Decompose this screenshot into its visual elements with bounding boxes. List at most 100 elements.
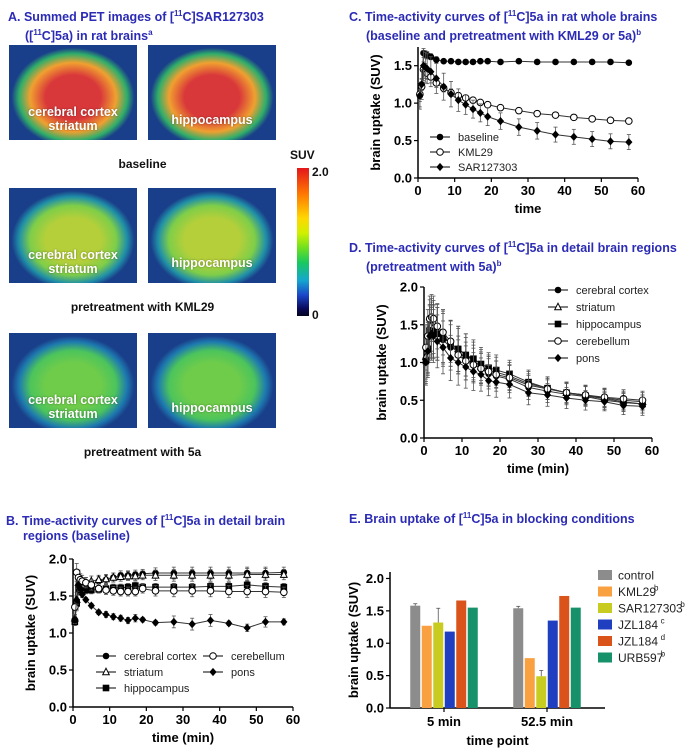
legend-sup: b — [654, 584, 659, 593]
data-point-pons — [87, 601, 95, 610]
data-point-pons — [170, 617, 178, 626]
pet-label-line: striatum — [48, 407, 98, 421]
legend-marker — [436, 162, 444, 172]
x-tick-label: 50 — [249, 712, 263, 727]
data-point-pons — [151, 618, 160, 627]
data-point-kml29 — [606, 116, 615, 125]
legend-label: cerebral cortex — [124, 651, 197, 663]
data-point-striatum — [224, 570, 233, 579]
data-point-cerebellum — [138, 584, 147, 593]
data-point-hippocampus — [132, 582, 139, 589]
data-point-sar127303 — [469, 105, 477, 114]
data-point-baseline — [515, 57, 523, 65]
data-point-pons — [71, 615, 79, 624]
y-tick-label: 2.0 — [49, 552, 67, 567]
legend-label: KML29 — [618, 585, 656, 599]
data-point-cerebellum — [71, 603, 79, 611]
chart-e-blocking-bars: 0.0 0.5 1.0 1.5 2.0 5 min 52.5 min time point br… — [346, 569, 685, 748]
data-point-cerebellum — [131, 587, 140, 596]
legend-marker — [436, 148, 444, 156]
legend-sup: b — [680, 600, 685, 609]
data-point-sar127303 — [447, 90, 455, 99]
data-point-baseline — [477, 57, 484, 65]
x-tick-label: 50 — [607, 443, 621, 458]
y-tick-label: 1.5 — [366, 603, 384, 618]
legend-swatch — [598, 586, 612, 597]
data-point-pons — [439, 343, 447, 352]
legend-label: striatum — [124, 667, 163, 679]
title-text: (baseline and pretreatment with KML29 or… — [366, 29, 637, 44]
suv-colorbar — [297, 168, 309, 316]
x-tick-label: 30 — [176, 712, 190, 727]
legend-label: hippocampus — [124, 683, 190, 695]
data-point-baseline — [440, 57, 447, 65]
data-point-hippocampus — [82, 586, 90, 594]
data-point-baseline — [447, 57, 455, 65]
data-point-pons — [505, 380, 514, 389]
chart-b-regions-baseline: 0 10 20 30 40 50 60 0.0 0.5 1.0 1.5 2.0 time (min) br… — [23, 552, 300, 746]
y-tick-label: 1.5 — [49, 589, 67, 604]
legend-marker — [554, 286, 562, 294]
title-text: C]SAR127303 — [182, 10, 264, 25]
data-point-striatum — [151, 570, 160, 579]
x-tick-label: 20 — [484, 183, 498, 198]
data-point-sar127303 — [533, 126, 541, 135]
legend-label: pons — [231, 667, 255, 679]
pet-label-cortex-striatum: cerebral cortex striatum — [9, 105, 137, 133]
colorbar-min-label: 0 — [312, 308, 319, 322]
bar-kml29-b — [421, 625, 432, 708]
data-point-baseline — [533, 58, 541, 66]
data-point-baseline — [455, 58, 462, 66]
title-text: E. Brain uptake of [ — [349, 512, 463, 527]
x-tick-label: 0 — [69, 712, 76, 727]
y-tick-label: 1.0 — [366, 636, 384, 651]
x-tick-label: 40 — [569, 443, 583, 458]
data-point-cerebellum — [109, 587, 118, 595]
title-text: C]5a in blocking conditions — [471, 512, 635, 527]
legend-label: cerebellum — [231, 651, 285, 663]
x-axis-label: time (min) — [507, 461, 569, 476]
pet-condition-label: baseline — [118, 157, 167, 171]
x-tick-label: 10 — [102, 712, 116, 727]
y-tick-label: 1.5 — [394, 58, 412, 73]
title-text: C]5a in detail brain regions — [516, 241, 677, 256]
panel-e-title: E. Brain uptake of [11C]5a in blocking c… — [349, 508, 635, 527]
pet-label-cortex-striatum: cerebral cortex striatum — [9, 393, 137, 421]
legend-marker — [209, 667, 217, 677]
bar-kml29-b — [524, 658, 535, 708]
data-point-pons — [261, 617, 270, 626]
legend-sup: c — [661, 617, 665, 626]
legend-swatch — [598, 570, 612, 580]
title-text: C. Time-activity curves of [ — [349, 10, 508, 25]
pet-condition-label: pretreatment with KML29 — [70, 300, 215, 314]
data-point-cerebellum — [102, 586, 110, 594]
panel-d-title: D. Time-activity curves of [11C]5a in de… — [349, 237, 677, 275]
data-point-striatum — [206, 570, 215, 579]
data-point-sar127303 — [484, 112, 492, 121]
title-sup: b — [636, 28, 642, 38]
bar-sar127303-b — [433, 622, 444, 708]
x-tick-label: 52.5 min — [521, 714, 573, 729]
data-point-pons — [581, 396, 590, 405]
legend-label: hippocampus — [576, 319, 642, 331]
data-point-pons — [462, 362, 470, 372]
title-sup: 11 — [462, 511, 472, 520]
data-point-kml29 — [515, 106, 523, 115]
data-point-kml29 — [533, 109, 541, 118]
data-point-sar127303 — [462, 100, 470, 109]
data-point-pons — [206, 616, 215, 625]
pet-label-line: striatum — [48, 262, 98, 276]
x-tick-label: 50 — [594, 183, 608, 198]
data-point-striatum — [94, 574, 103, 584]
data-point-cerebellum — [87, 581, 96, 589]
data-point-cerebellum — [170, 587, 178, 595]
y-tick-label: 1.5 — [400, 317, 418, 332]
title-sup: 11 — [174, 9, 183, 18]
panel-a-title: A. Summed PET images of [11C]SAR127303 (… — [8, 6, 264, 44]
legend-label: URB597 — [618, 651, 664, 665]
data-point-striatum — [138, 570, 147, 579]
data-point-striatum — [101, 574, 111, 583]
y-axis-label: brain uptake (SUV) — [368, 54, 383, 170]
data-point-pons — [428, 329, 436, 338]
x-tick-label: 40 — [557, 183, 571, 198]
